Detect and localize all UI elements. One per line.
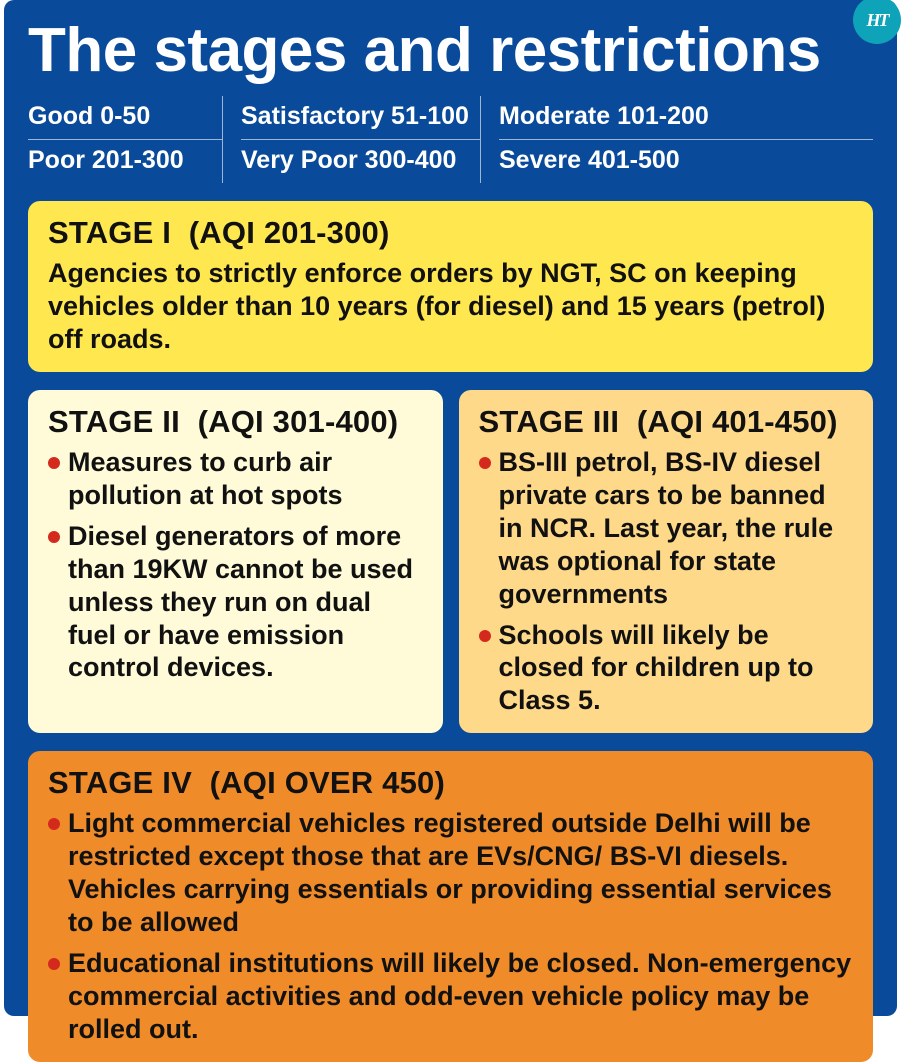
main-panel: HT The stages and restrictions Good 0-50… xyxy=(4,0,897,1016)
scale-cell: Satisfactory 51-100 xyxy=(241,96,481,140)
stage4-card: STAGE IV (AQI OVER 450) Light commercial… xyxy=(28,751,873,1062)
main-title: The stages and restrictions xyxy=(28,20,873,82)
bullet-item: BS-III petrol, BS-IV diesel private cars… xyxy=(479,446,854,611)
scale-cell: Very Poor 300-400 xyxy=(241,140,481,183)
stage2-3-row: STAGE II (AQI 301-400) Measures to curb … xyxy=(28,390,873,734)
stage3-card: STAGE III (AQI 401-450) BS-III petrol, B… xyxy=(459,390,874,734)
bullet-item: Educational institutions will likely be … xyxy=(48,947,853,1046)
bullet-item: Schools will likely be closed for childr… xyxy=(479,619,854,718)
stage-range: (AQI 401-450) xyxy=(637,404,838,439)
aqi-scale-grid: Good 0-50 Satisfactory 51-100 Moderate 1… xyxy=(28,96,873,183)
stage4-heading: STAGE IV (AQI OVER 450) xyxy=(48,765,853,801)
stage-range: (AQI 201-300) xyxy=(189,215,390,250)
stage2-card: STAGE II (AQI 301-400) Measures to curb … xyxy=(28,390,443,734)
scale-cell: Severe 401-500 xyxy=(499,140,873,183)
source-logo: HT xyxy=(853,0,901,44)
page: HT The stages and restrictions Good 0-50… xyxy=(0,0,901,1024)
stage2-heading: STAGE II (AQI 301-400) xyxy=(48,404,423,440)
stage3-heading: STAGE III (AQI 401-450) xyxy=(479,404,854,440)
scale-cell: Moderate 101-200 xyxy=(499,96,873,140)
stage1-card: STAGE I (AQI 201-300) Agencies to strict… xyxy=(28,201,873,372)
stage-label: STAGE II xyxy=(48,404,180,439)
stage-range: (AQI 301-400) xyxy=(198,404,399,439)
bullet-item: Light commercial vehicles registered out… xyxy=(48,807,853,939)
scale-cell: Poor 201-300 xyxy=(28,140,223,183)
stage3-bullets: BS-III petrol, BS-IV diesel private cars… xyxy=(479,446,854,718)
stage4-bullets: Light commercial vehicles registered out… xyxy=(48,807,853,1046)
bullet-item: Measures to curb air pollution at hot sp… xyxy=(48,446,423,512)
stage1-body: Agencies to strictly enforce orders by N… xyxy=(48,257,853,356)
scale-cell: Good 0-50 xyxy=(28,96,223,140)
stage1-heading: STAGE I (AQI 201-300) xyxy=(48,215,853,251)
stage-label: STAGE I xyxy=(48,215,171,250)
stage-range: (AQI OVER 450) xyxy=(210,765,445,800)
stage-label: STAGE IV xyxy=(48,765,192,800)
stage2-bullets: Measures to curb air pollution at hot sp… xyxy=(48,446,423,685)
bullet-item: Diesel generators of more than 19KW cann… xyxy=(48,520,423,685)
stage-label: STAGE III xyxy=(479,404,620,439)
